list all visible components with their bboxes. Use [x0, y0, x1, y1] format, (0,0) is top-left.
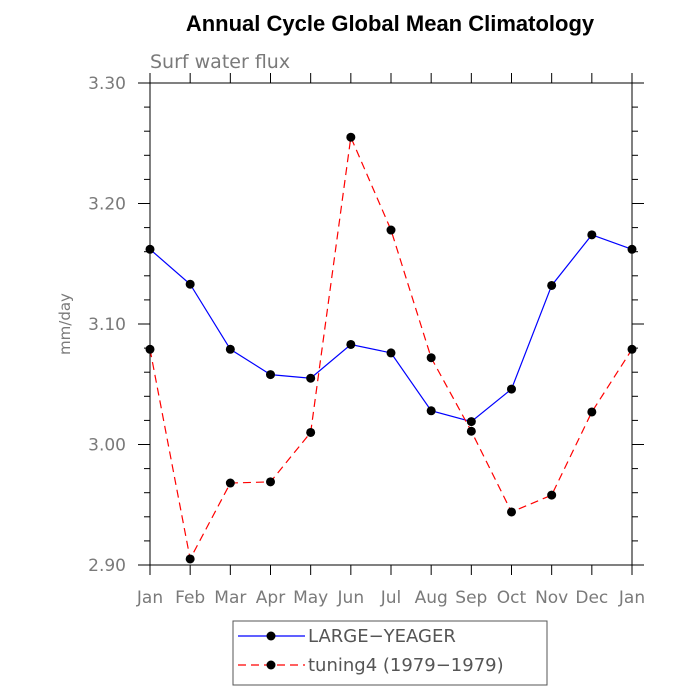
series-0 — [145, 230, 637, 427]
data-point — [145, 244, 155, 254]
x-tick-label: Nov — [535, 588, 568, 608]
series-line — [149, 234, 633, 423]
plot-frame — [149, 82, 633, 566]
x-tick-label: Sep — [455, 588, 487, 608]
x-tick-label: Aug — [415, 588, 448, 608]
axis-ticks — [138, 73, 644, 575]
data-point — [346, 339, 356, 349]
data-point — [426, 406, 436, 416]
data-point — [507, 384, 516, 394]
legend: LARGE−YEAGER tuning4 (1979−1979) — [232, 620, 548, 686]
data-point — [547, 280, 557, 290]
series-1 — [145, 132, 637, 564]
data-point — [587, 230, 597, 240]
y-tick-label: 2.90 — [88, 556, 126, 576]
data-point — [185, 554, 195, 564]
x-tick-label: Feb — [175, 588, 205, 608]
data-point — [386, 225, 396, 235]
data-point — [306, 373, 316, 383]
x-tick-label: Jul — [380, 588, 402, 608]
data-point — [547, 490, 557, 500]
data-point — [266, 477, 275, 487]
legend-marker — [266, 660, 276, 670]
data-point — [306, 427, 316, 437]
x-tick-label: Oct — [497, 588, 527, 608]
data-point — [507, 507, 516, 517]
x-tick-label: Apr — [256, 588, 285, 608]
series-line — [149, 135, 633, 561]
series-layer — [145, 132, 637, 564]
data-point — [587, 407, 597, 417]
data-point — [627, 344, 637, 354]
data-point — [266, 370, 275, 380]
y-axis-label: mm/day — [56, 293, 74, 355]
x-tick-label: Mar — [214, 588, 246, 608]
data-point — [145, 344, 155, 354]
data-point — [225, 478, 235, 488]
chart-title: Annual Cycle Global Mean Climatology — [186, 11, 595, 36]
x-tick-labels: Jan Feb Mar Apr May Jun Jul Aug Sep Oct Nov Dec Jan — [136, 588, 645, 608]
y-tick-label: 3.00 — [88, 436, 126, 456]
data-point — [426, 353, 436, 363]
x-tick-label: Dec — [575, 588, 608, 608]
data-point — [466, 417, 476, 427]
legend-label: LARGE−YEAGER — [308, 626, 456, 647]
data-point — [386, 348, 396, 358]
chart-subtitle: Surf water flux — [150, 51, 290, 73]
legend-box — [232, 620, 548, 686]
data-point — [185, 279, 195, 289]
data-point — [627, 244, 637, 254]
y-tick-label: 3.10 — [88, 315, 126, 335]
data-point — [225, 344, 235, 354]
data-point — [346, 132, 356, 142]
x-tick-label: Jan — [136, 588, 163, 608]
y-tick-label: 3.30 — [88, 74, 126, 94]
legend-label: tuning4 (1979−1979) — [308, 655, 504, 676]
x-tick-label: May — [293, 588, 328, 608]
x-tick-label: Jun — [337, 588, 365, 608]
data-point — [466, 426, 476, 436]
legend-marker — [266, 631, 276, 641]
y-tick-labels: 2.90 3.00 3.10 3.20 3.30 — [88, 74, 126, 576]
x-tick-label: Jan — [618, 588, 645, 608]
y-tick-label: 3.20 — [88, 195, 126, 215]
